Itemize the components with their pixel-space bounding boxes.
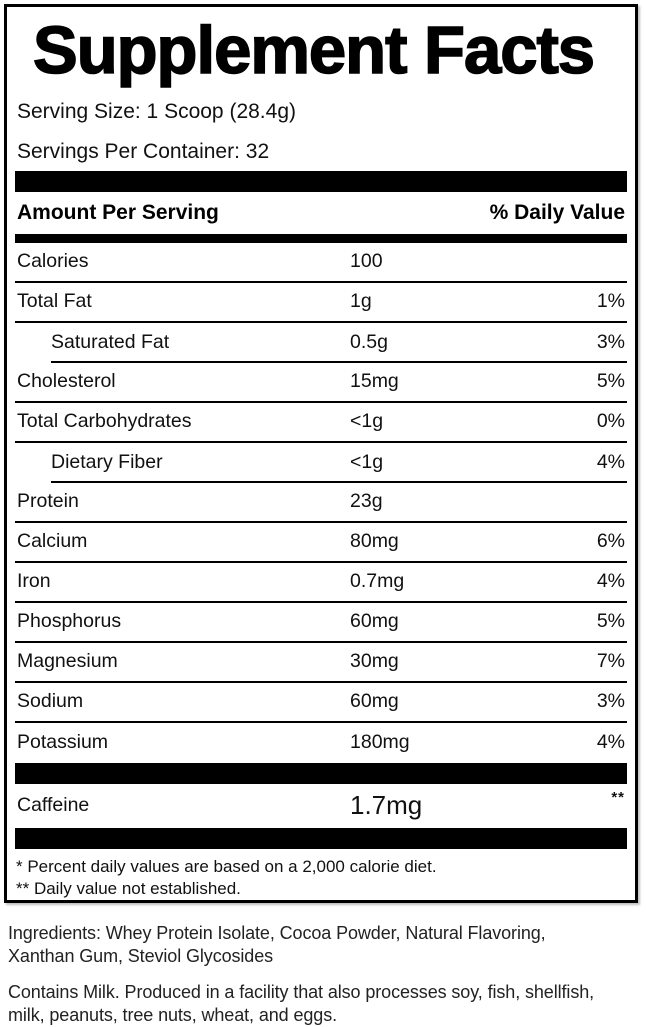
nutrient-label: Saturated Fat bbox=[51, 331, 170, 354]
nutrient-amount: 100 bbox=[350, 250, 383, 273]
footnotes: * Percent daily values are based on a 2,… bbox=[15, 849, 627, 900]
caffeine-row: Caffeine 1.7mg ** bbox=[15, 784, 627, 828]
nutrient-label: Total Carbohydrates bbox=[17, 410, 192, 433]
nutrient-daily-value: 5% bbox=[596, 610, 625, 633]
nutrient-daily-value: 7% bbox=[596, 650, 625, 673]
table-row: Calories 100 bbox=[15, 243, 627, 283]
nutrient-label: Protein bbox=[17, 490, 79, 513]
daily-value-header: % Daily Value bbox=[489, 200, 625, 224]
table-row: Potassium 180mg 4% bbox=[15, 723, 627, 763]
ingredients-line: Xanthan Gum, Steviol Glycosides bbox=[8, 946, 274, 966]
ingredients-line: Ingredients: Whey Protein Isolate, Cocoa… bbox=[8, 923, 546, 943]
nutrient-label: Total Fat bbox=[17, 290, 92, 313]
nutrient-label: Calories bbox=[17, 250, 89, 273]
label-bottom-text: Ingredients: Whey Protein Isolate, Cocoa… bbox=[8, 922, 644, 1027]
nutrient-label: Magnesium bbox=[17, 650, 118, 673]
nutrient-amount: 180mg bbox=[350, 731, 410, 754]
table-row: Calcium 80mg 6% bbox=[15, 523, 627, 563]
servings-per-container-text: Servings Per Container: 32 bbox=[17, 139, 270, 163]
table-row: Phosphorus 60mg 5% bbox=[15, 603, 627, 643]
nutrient-amount: 0.7mg bbox=[350, 570, 405, 593]
table-row: Total Carbohydrates <1g 0% bbox=[15, 403, 627, 443]
thick-divider-after-caffeine bbox=[15, 827, 627, 849]
ingredients-statement: Ingredients: Whey Protein Isolate, Cocoa… bbox=[8, 922, 644, 968]
nutrient-daily-value: 3% bbox=[596, 331, 625, 354]
footnote-daily-values: * Percent daily values are based on a 2,… bbox=[16, 856, 437, 876]
nutrient-label: Potassium bbox=[17, 731, 109, 754]
nutrient-label: Iron bbox=[17, 570, 51, 593]
nutrient-amount: 0.5g bbox=[350, 331, 388, 354]
nutrient-daily-value: 0% bbox=[596, 410, 625, 433]
serving-size-text: Serving Size: 1 Scoop (28.4g) bbox=[17, 99, 296, 123]
footnote-not-established: ** Daily value not established. bbox=[16, 878, 241, 898]
nutrient-amount: <1g bbox=[350, 410, 384, 433]
nutrient-label: Calcium bbox=[17, 530, 88, 553]
nutrient-label: Dietary Fiber bbox=[51, 451, 163, 474]
allergen-line: Contains Milk. Produced in a facility th… bbox=[8, 982, 595, 1002]
table-row: Dietary Fiber <1g 4% bbox=[15, 443, 627, 483]
nutrient-label: Cholesterol bbox=[17, 370, 116, 393]
nutrient-amount: 30mg bbox=[350, 650, 399, 673]
nutrient-amount: 80mg bbox=[350, 530, 399, 553]
nutrient-daily-value: 5% bbox=[596, 370, 625, 393]
allergen-line: milk, peanuts, tree nuts, wheat, and egg… bbox=[8, 1005, 337, 1025]
nutrient-label: Sodium bbox=[17, 690, 84, 713]
nutrient-amount: 60mg bbox=[350, 610, 399, 633]
nutrient-label: Caffeine bbox=[17, 794, 90, 817]
table-header-row: Amount Per Serving % Daily Value bbox=[15, 192, 627, 234]
nutrient-amount: 15mg bbox=[350, 370, 399, 393]
amount-per-serving-header: Amount Per Serving bbox=[17, 200, 219, 224]
nutrient-amount: <1g bbox=[350, 451, 384, 474]
nutrient-daily-value: 4% bbox=[596, 731, 625, 754]
table-row: Cholesterol 15mg 5% bbox=[15, 363, 627, 403]
table-row: Saturated Fat 0.5g 3% bbox=[15, 323, 627, 363]
nutrient-amount: 60mg bbox=[350, 690, 399, 713]
table-row: Total Fat 1g 1% bbox=[15, 283, 627, 323]
nutrient-amount: 1.7mg bbox=[350, 790, 423, 821]
supplement-facts-panel: Supplement Facts Serving Size: 1 Scoop (… bbox=[4, 4, 638, 903]
nutrient-daily-value: ** bbox=[611, 788, 625, 806]
allergen-statement: Contains Milk. Produced in a facility th… bbox=[8, 981, 644, 1027]
table-row: Sodium 60mg 3% bbox=[15, 683, 627, 723]
nutrient-label: Phosphorus bbox=[17, 610, 122, 633]
nutrient-amount: 1g bbox=[350, 290, 372, 313]
nutrient-amount: 23g bbox=[350, 490, 383, 513]
nutrient-rows: Calories 100 Total Fat 1g 1% Saturated Fat 0.5… bbox=[15, 243, 627, 763]
header-divider bbox=[15, 233, 627, 243]
nutrient-daily-value: 1% bbox=[596, 290, 625, 313]
nutrient-daily-value: 6% bbox=[596, 530, 625, 553]
nutrient-daily-value: 4% bbox=[596, 451, 625, 474]
table-row: Iron 0.7mg 4% bbox=[15, 563, 627, 603]
thick-divider-top bbox=[15, 170, 627, 192]
thick-divider-before-caffeine bbox=[15, 762, 627, 784]
nutrient-daily-value: 4% bbox=[596, 570, 625, 593]
nutrient-daily-value: 3% bbox=[596, 690, 625, 713]
panel-title: Supplement Facts bbox=[32, 13, 596, 88]
table-row: Protein 23g bbox=[15, 483, 627, 523]
table-row: Magnesium 30mg 7% bbox=[15, 643, 627, 683]
